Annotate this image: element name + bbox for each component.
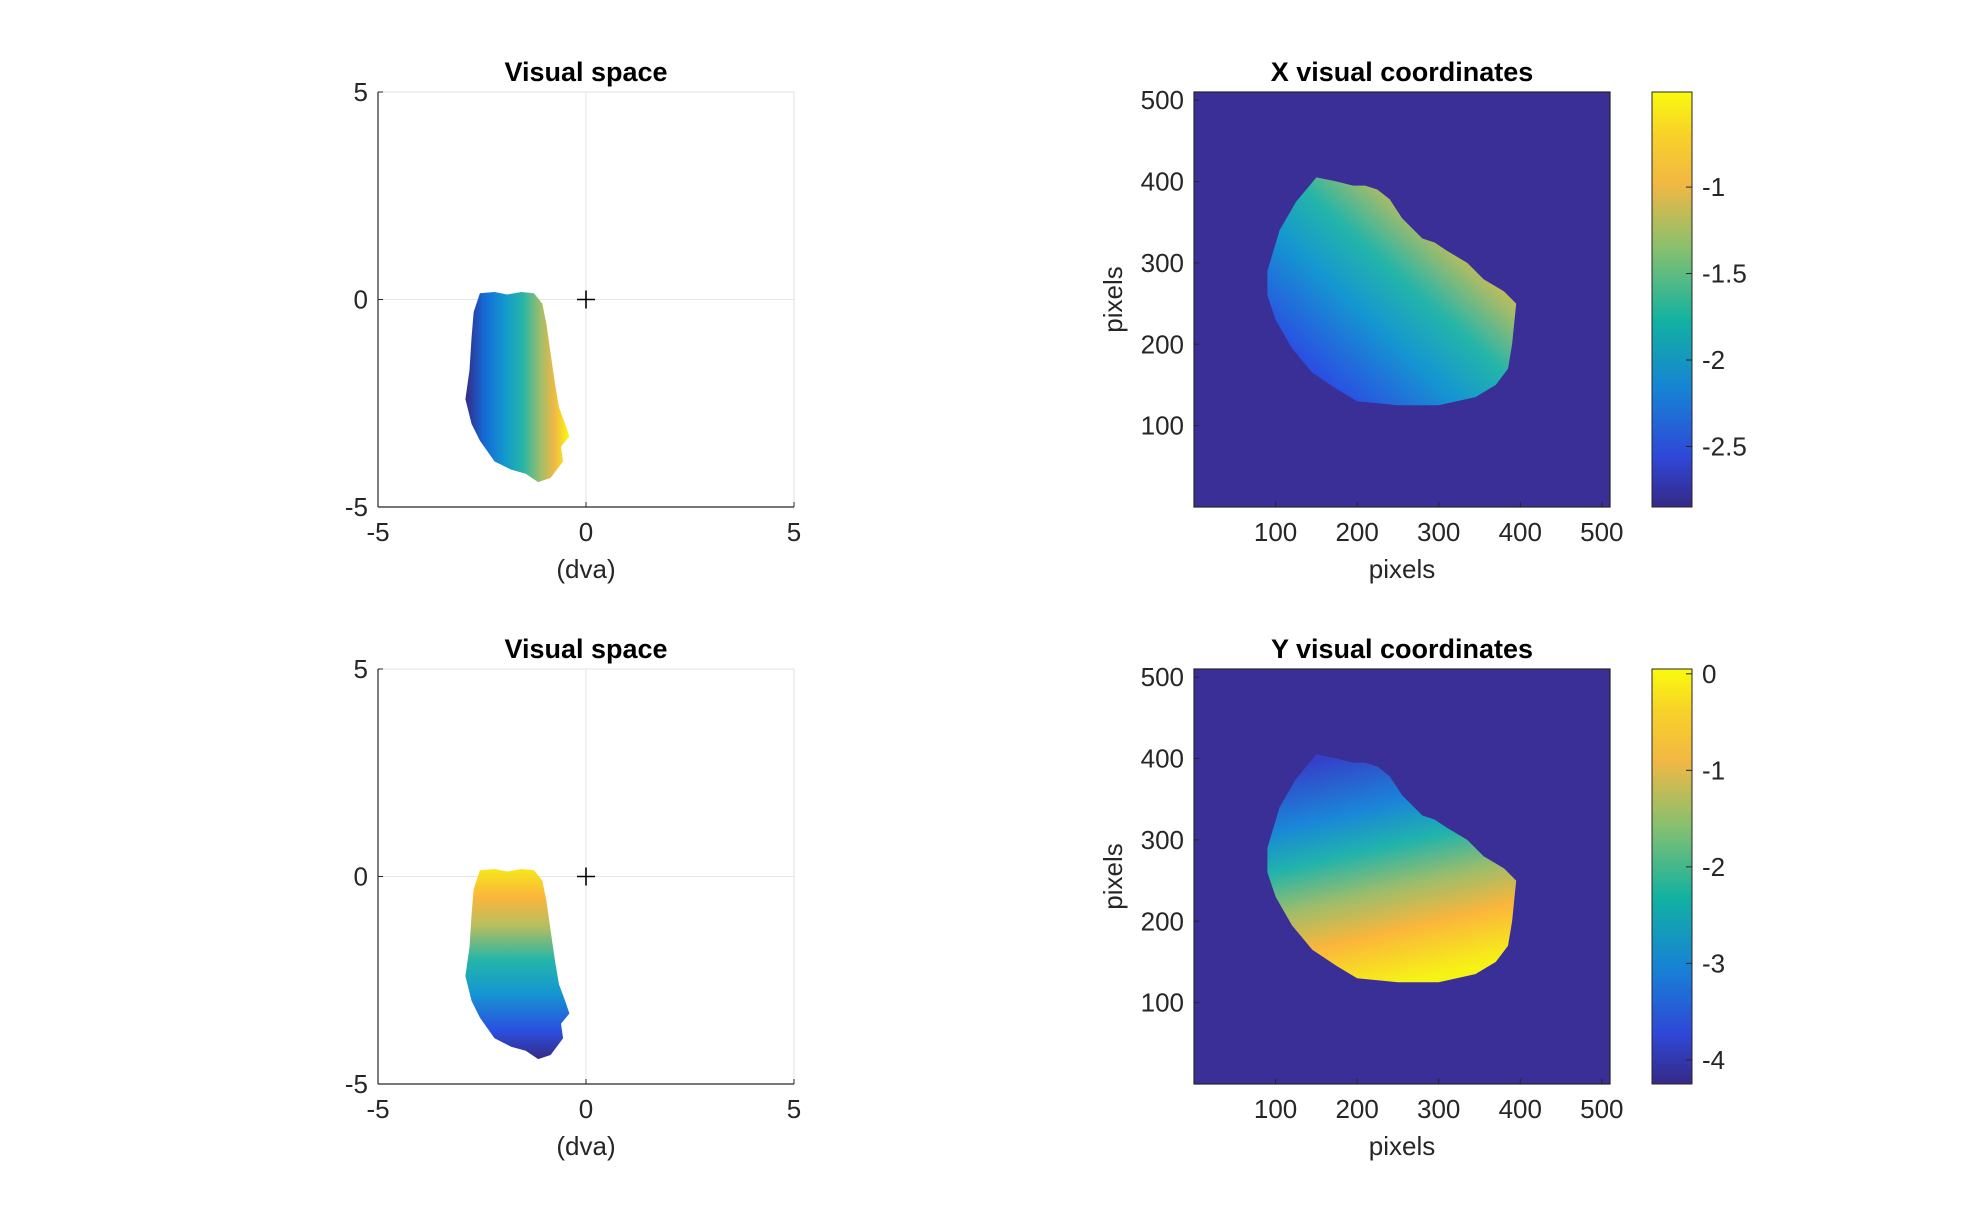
x-tick-label: 100 bbox=[1254, 517, 1297, 547]
visual-space-plot-1: -5 0 5 5 0 -5 Visual space (dva) bbox=[345, 57, 801, 584]
y-tick-label: 500 bbox=[1141, 85, 1184, 115]
y-tick-label: 0 bbox=[354, 862, 368, 892]
x-axis-label: (dva) bbox=[556, 1131, 615, 1161]
y-axis-label: pixels bbox=[1098, 266, 1128, 332]
y-tick-label: 400 bbox=[1141, 167, 1184, 197]
x-tick-label: 500 bbox=[1580, 517, 1623, 547]
x-tick-label: 0 bbox=[579, 1094, 593, 1124]
x-tick-label: 300 bbox=[1417, 517, 1460, 547]
x-tick-label: 200 bbox=[1335, 1094, 1378, 1124]
y-tick-label: 200 bbox=[1141, 329, 1184, 359]
chart-title: Visual space bbox=[504, 57, 667, 87]
y-tick-label: 300 bbox=[1141, 248, 1184, 278]
y-tick-label: 5 bbox=[354, 654, 368, 684]
colorbar bbox=[1651, 91, 1693, 508]
y-tick-label: 400 bbox=[1141, 744, 1184, 774]
colorbar-tick-label: -2.5 bbox=[1702, 431, 1747, 461]
chart-title: Y visual coordinates bbox=[1271, 634, 1533, 664]
y-axis-label: pixels bbox=[1098, 843, 1128, 909]
colorbar-tick-label: 0 bbox=[1702, 659, 1716, 689]
x-tick-label: 100 bbox=[1254, 1094, 1297, 1124]
colorbar-tick-label: -2 bbox=[1702, 345, 1725, 375]
x-tick-label: 400 bbox=[1499, 517, 1542, 547]
colorbar-tick-label: -1 bbox=[1702, 172, 1725, 202]
colorbar-tick-label: -1.5 bbox=[1702, 259, 1747, 289]
visual-space-plot-2: -5 0 5 5 0 -5 Visual space (dva) bbox=[345, 634, 801, 1161]
x-tick-label: 5 bbox=[787, 517, 801, 547]
receptive-field-region bbox=[465, 292, 570, 483]
x-tick-label: 400 bbox=[1499, 1094, 1542, 1124]
y-tick-label: 300 bbox=[1141, 825, 1184, 855]
colorbar-tick-label: -1 bbox=[1702, 755, 1725, 785]
x-axis-label: pixels bbox=[1369, 554, 1435, 584]
x-tick-label: 5 bbox=[787, 1094, 801, 1124]
x-axis-label: pixels bbox=[1369, 1131, 1435, 1161]
axes-box bbox=[1193, 668, 1611, 1085]
y-tick-label: 5 bbox=[354, 77, 368, 107]
y-tick-label: -5 bbox=[345, 1069, 368, 1099]
visual-coordinates-plot-1: 100 200 300 400 500 500 400 300 200 100 X visual c… bbox=[1098, 57, 1747, 584]
y-tick-label: 500 bbox=[1141, 662, 1184, 692]
chart-title: Visual space bbox=[504, 634, 667, 664]
coordinate-map-region bbox=[1267, 754, 1517, 983]
y-tick-label: 0 bbox=[354, 285, 368, 315]
colorbar bbox=[1651, 668, 1693, 1085]
y-tick-label: 100 bbox=[1141, 411, 1184, 441]
x-tick-label: -5 bbox=[366, 1094, 389, 1124]
x-tick-label: 0 bbox=[579, 517, 593, 547]
y-tick-label: -5 bbox=[345, 492, 368, 522]
chart-title: X visual coordinates bbox=[1271, 57, 1534, 87]
axes-box bbox=[1193, 91, 1611, 508]
coordinate-map-region bbox=[1267, 177, 1517, 406]
x-tick-label: -5 bbox=[366, 517, 389, 547]
colorbar-tick-label: -4 bbox=[1702, 1045, 1725, 1075]
x-axis-label: (dva) bbox=[556, 554, 615, 584]
visual-coordinates-plot-2: 100 200 300 400 500 500 400 300 200 100 Y visual c… bbox=[1098, 634, 1725, 1161]
colorbar-tick-label: -3 bbox=[1702, 948, 1725, 978]
x-tick-label: 500 bbox=[1580, 1094, 1623, 1124]
y-tick-label: 100 bbox=[1141, 988, 1184, 1018]
x-tick-label: 200 bbox=[1335, 517, 1378, 547]
receptive-field-region bbox=[465, 869, 570, 1060]
x-tick-label: 300 bbox=[1417, 1094, 1460, 1124]
y-tick-label: 200 bbox=[1141, 906, 1184, 936]
colorbar-tick-label: -2 bbox=[1702, 852, 1725, 882]
